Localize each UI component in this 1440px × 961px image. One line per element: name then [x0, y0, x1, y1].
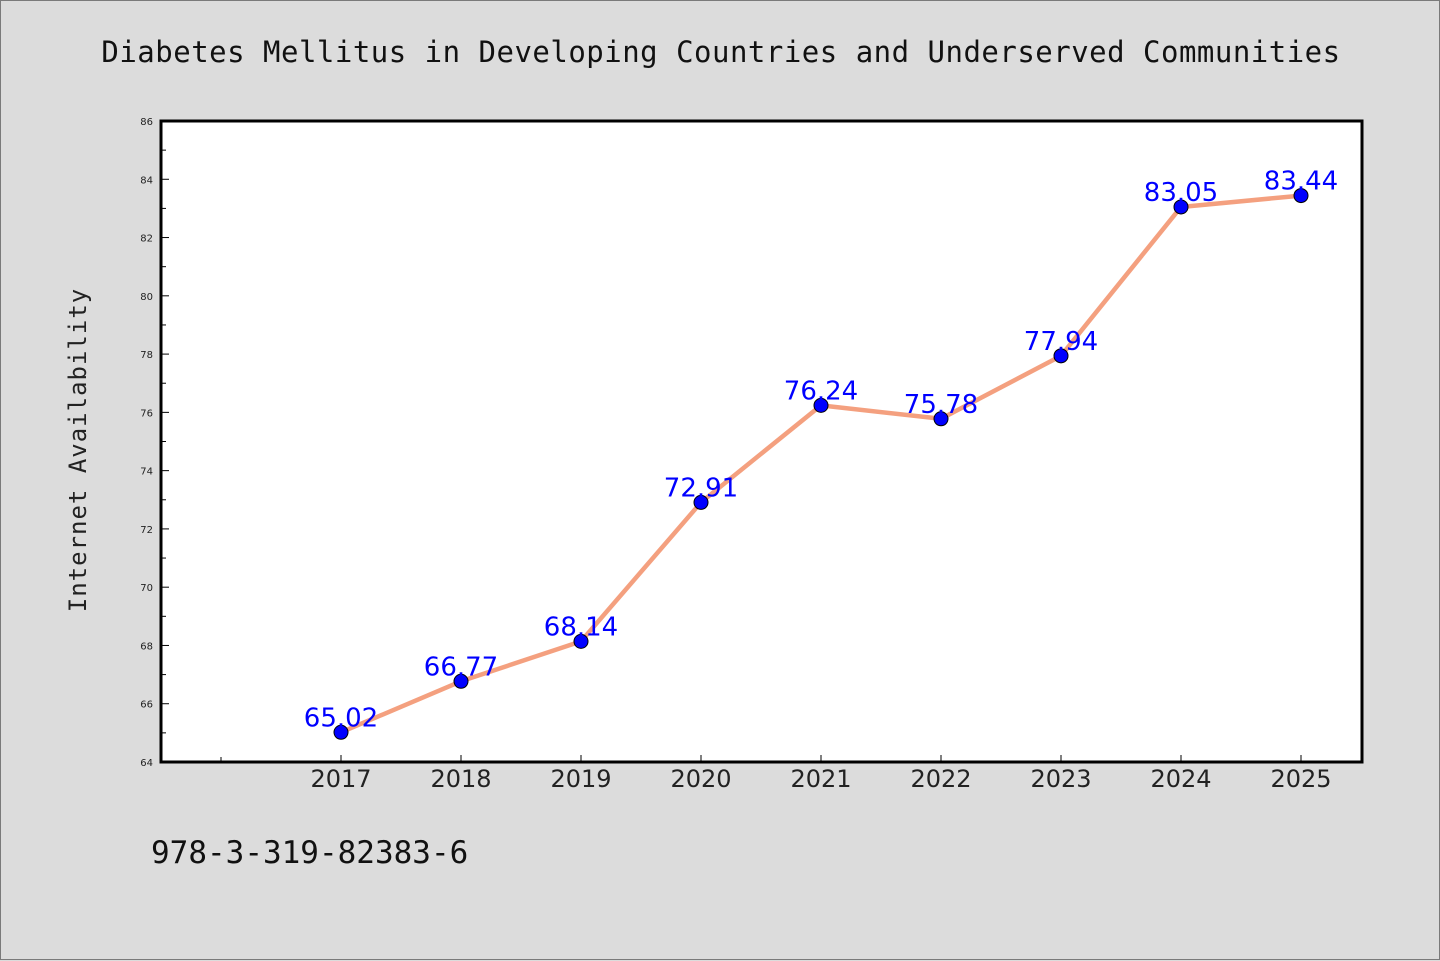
y-tick-label: 72: [140, 525, 153, 536]
data-label: 83.44: [1264, 167, 1338, 197]
data-point: [333, 724, 349, 740]
x-tick-label: 2024: [1150, 765, 1211, 793]
data-point: [813, 397, 829, 413]
x-tick-label: 2021: [790, 765, 851, 793]
chart-title: Diabetes Mellitus in Developing Countrie…: [101, 35, 1341, 69]
data-point: [573, 633, 589, 649]
y-tick-label: 76: [140, 408, 153, 419]
y-tick-label: 80: [140, 292, 153, 303]
data-point: [1293, 188, 1309, 204]
series-layer: [333, 188, 1309, 740]
y-tick-label: 74: [140, 467, 153, 478]
data-label: 68.14: [544, 612, 618, 642]
x-tick-label: 2018: [430, 765, 491, 793]
x-tick-label: 2025: [1270, 765, 1331, 793]
x-tick-label: 2017: [310, 765, 371, 793]
data-label: 83.05: [1144, 178, 1218, 208]
y-tick-label: 66: [140, 700, 153, 711]
data-point: [933, 411, 949, 427]
data-point: [453, 673, 469, 689]
x-tick-label: 2020: [670, 765, 731, 793]
y-axis: 64 66 68 70 72 74 76 78 80 82 84 86: [140, 117, 169, 769]
data-point: [1173, 199, 1189, 215]
y-tick-label: 82: [140, 234, 153, 245]
y-tick-label: 68: [140, 641, 153, 652]
data-label: 77.94: [1024, 327, 1098, 357]
data-point: [693, 494, 709, 510]
data-label: 72.91: [664, 473, 738, 503]
y-tick-label: 86: [140, 117, 153, 128]
y-tick-label: 84: [140, 175, 153, 186]
y-tick-label: 64: [140, 758, 153, 769]
isbn-text: 978-3-319-82383-6: [151, 835, 469, 871]
x-tick-label: 2022: [910, 765, 971, 793]
x-tick-label: 2023: [1030, 765, 1091, 793]
data-point: [1053, 348, 1069, 364]
data-label-layer: 65.02 66.77 68.14 72.91 76.24 75.78 77.94 83.05…: [304, 167, 1338, 734]
data-label: 76.24: [784, 376, 858, 406]
plot-area: [159, 119, 1364, 764]
data-label: 65.02: [304, 703, 378, 733]
x-axis: 2017 2018 2019 2020 2021 2022 2023 2024 2025: [220, 755, 1332, 793]
x-tick-label: 2019: [550, 765, 611, 793]
y-tick-label: 70: [140, 583, 153, 594]
data-label: 66.77: [424, 652, 498, 682]
y-axis-label: Internet Availability: [64, 288, 92, 612]
data-label: 75.78: [904, 390, 978, 420]
y-tick-label: 78: [140, 350, 153, 361]
